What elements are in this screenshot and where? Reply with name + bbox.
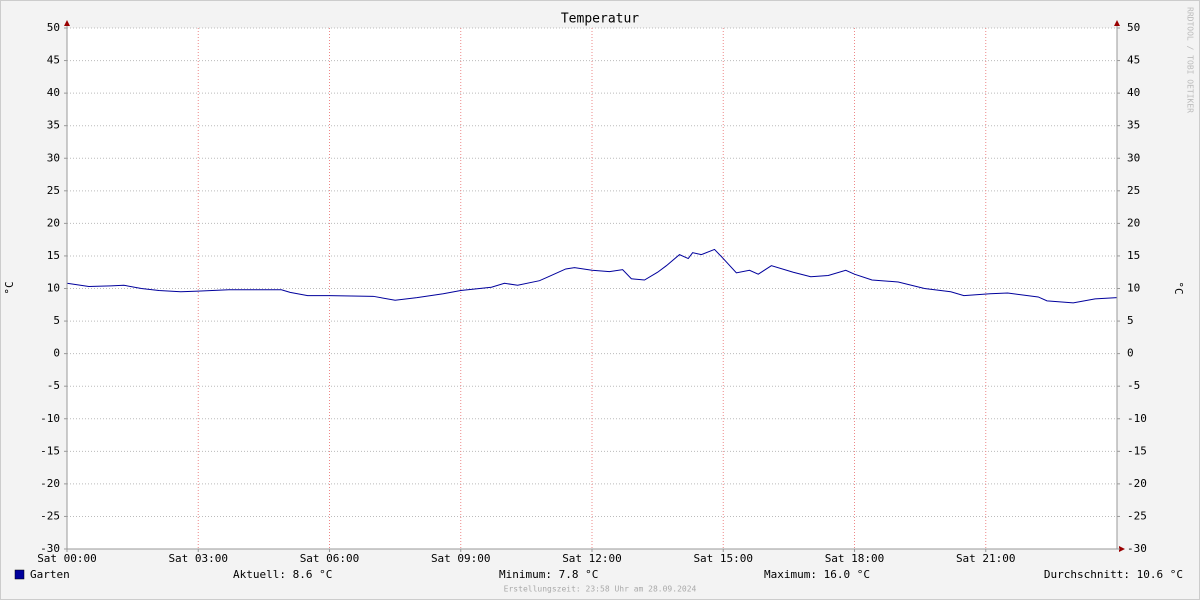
grid bbox=[66, 27, 1117, 550]
footer: Erstellungszeit: 23:58 Uhr am 28.09.2024 bbox=[504, 585, 697, 594]
y2-tick-label: 30 bbox=[1127, 151, 1140, 164]
y2-tick-label: -25 bbox=[1127, 509, 1147, 522]
y-tick-label: 45 bbox=[47, 54, 60, 67]
y-tick-label: -5 bbox=[47, 379, 60, 392]
x-tick-label: Sat 09:00 bbox=[431, 552, 491, 565]
y-tick-label: -20 bbox=[40, 477, 60, 490]
y-axis-label: °C bbox=[3, 281, 16, 294]
stat: Minimum: 7.8 °C bbox=[499, 568, 598, 581]
y-tick-label: -10 bbox=[40, 412, 60, 425]
x-tick-label: Sat 00:00 bbox=[37, 552, 97, 565]
y-tick-label: 5 bbox=[53, 314, 60, 327]
x-tick-label: Sat 21:00 bbox=[956, 552, 1016, 565]
y-tick-label: 50 bbox=[47, 21, 60, 34]
y2-tick-label: -15 bbox=[1127, 444, 1147, 457]
y2-tick-label: 10 bbox=[1127, 282, 1140, 295]
x-tick-label: Sat 12:00 bbox=[562, 552, 622, 565]
y2-tick-label: -10 bbox=[1127, 412, 1147, 425]
x-tick-label: Sat 06:00 bbox=[300, 552, 360, 565]
watermark: RRDTOOL / TOBI OETIKER bbox=[1186, 7, 1195, 113]
y2-tick-label: 35 bbox=[1127, 119, 1140, 132]
data-line bbox=[66, 248, 1118, 304]
y-tick-label: 40 bbox=[47, 86, 60, 99]
y2-axis-label: °C bbox=[1172, 281, 1185, 294]
y-tick-label: -15 bbox=[40, 444, 60, 457]
y2-tick-label: 5 bbox=[1127, 314, 1134, 327]
stat: Durchschnitt: 10.6 °C bbox=[1044, 568, 1183, 581]
y-tick-label: 35 bbox=[47, 119, 60, 132]
y-tick-label: 10 bbox=[47, 282, 60, 295]
y2-tick-label: -30 bbox=[1127, 542, 1147, 555]
y2-tick-label: 0 bbox=[1127, 347, 1134, 360]
y2-tick-label: 40 bbox=[1127, 86, 1140, 99]
y-tick-label: 0 bbox=[53, 347, 60, 360]
y-tick-label: 30 bbox=[47, 151, 60, 164]
y2-tick-label: 15 bbox=[1127, 249, 1140, 262]
y2-tick-label: -5 bbox=[1127, 379, 1140, 392]
y-tick-label: -25 bbox=[40, 509, 60, 522]
stat: Aktuell: 8.6 °C bbox=[233, 568, 332, 581]
legend-label: Garten bbox=[30, 568, 70, 581]
x-tick-label: Sat 18:00 bbox=[825, 552, 885, 565]
y-tick-label: 15 bbox=[47, 249, 60, 262]
x-tick-label: Sat 15:00 bbox=[693, 552, 753, 565]
y-tick-label: 20 bbox=[47, 216, 60, 229]
y-tick-label: -30 bbox=[40, 542, 60, 555]
y2-tick-label: -20 bbox=[1127, 477, 1147, 490]
chart-title: Temperatur bbox=[561, 12, 639, 27]
stat: Maximum: 16.0 °C bbox=[764, 568, 870, 581]
x-tick-label: Sat 03:00 bbox=[168, 552, 228, 565]
y-tick-label: 25 bbox=[47, 184, 60, 197]
y2-tick-label: 50 bbox=[1127, 21, 1140, 34]
y2-tick-label: 20 bbox=[1127, 216, 1140, 229]
plot bbox=[66, 248, 1118, 304]
y2-tick-label: 45 bbox=[1127, 54, 1140, 67]
y2-tick-label: 25 bbox=[1127, 184, 1140, 197]
legend-swatch bbox=[14, 569, 25, 580]
